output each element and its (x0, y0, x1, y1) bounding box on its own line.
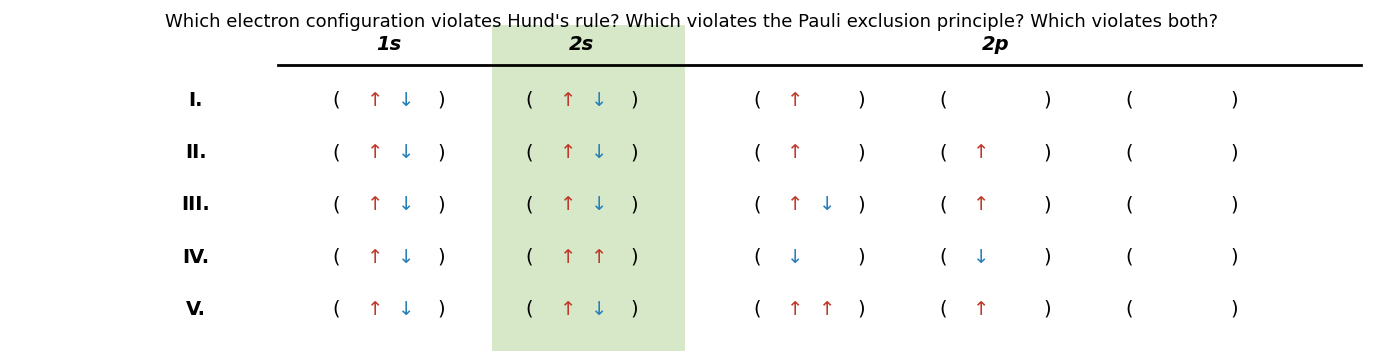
Text: ): ) (858, 195, 865, 215)
Text: ↑: ↑ (367, 300, 383, 319)
Text: ↑: ↑ (559, 300, 576, 319)
Text: ): ) (630, 195, 638, 215)
Text: ): ) (630, 143, 638, 162)
Text: ↓: ↓ (399, 248, 415, 267)
Text: 2p: 2p (981, 35, 1009, 54)
Text: (: ( (526, 300, 533, 319)
Text: ↓: ↓ (591, 195, 608, 215)
Text: 1s: 1s (376, 35, 401, 54)
Text: Which electron configuration violates Hund's rule? Which violates the Pauli excl: Which electron configuration violates Hu… (166, 13, 1218, 31)
Text: ): ) (858, 300, 865, 319)
Text: ): ) (1230, 143, 1237, 162)
Text: (: ( (753, 300, 761, 319)
Text: ↓: ↓ (819, 195, 836, 215)
Text: IV.: IV. (183, 248, 209, 267)
Text: (: ( (332, 143, 340, 162)
Text: ): ) (630, 91, 638, 110)
Text: ↓: ↓ (973, 248, 990, 267)
Text: ↑: ↑ (367, 143, 383, 162)
Text: ↓: ↓ (399, 300, 415, 319)
Text: ↑: ↑ (367, 91, 383, 110)
Text: ↑: ↑ (973, 300, 990, 319)
Text: ): ) (630, 300, 638, 319)
Text: (: ( (332, 195, 340, 215)
Text: (: ( (526, 195, 533, 215)
Text: ): ) (437, 143, 444, 162)
Text: (: ( (940, 248, 947, 267)
Text: ↓: ↓ (399, 91, 415, 110)
Text: V.: V. (185, 300, 206, 319)
Text: ↑: ↑ (367, 248, 383, 267)
Text: (: ( (940, 195, 947, 215)
Text: (: ( (526, 143, 533, 162)
Text: (: ( (1125, 143, 1132, 162)
Text: ): ) (437, 195, 444, 215)
Text: ): ) (1044, 195, 1052, 215)
Text: ↑: ↑ (559, 143, 576, 162)
Text: ↑: ↑ (973, 143, 990, 162)
Text: ): ) (1044, 91, 1052, 110)
Text: (: ( (526, 91, 533, 110)
Text: ): ) (1230, 248, 1237, 267)
Text: (: ( (1125, 91, 1132, 110)
Text: I.: I. (188, 91, 203, 110)
Text: ↓: ↓ (591, 300, 608, 319)
Text: ): ) (1230, 91, 1237, 110)
Text: ↓: ↓ (399, 143, 415, 162)
Text: ): ) (858, 91, 865, 110)
Text: ↓: ↓ (787, 248, 804, 267)
Text: (: ( (1125, 300, 1132, 319)
Text: (: ( (753, 91, 761, 110)
Text: ↑: ↑ (787, 300, 804, 319)
Text: ↑: ↑ (819, 300, 836, 319)
Text: (: ( (332, 91, 340, 110)
Text: 2s: 2s (569, 35, 594, 54)
Text: II.: II. (185, 143, 206, 162)
Text: ↑: ↑ (787, 91, 804, 110)
Text: ↓: ↓ (591, 143, 608, 162)
Text: ): ) (630, 248, 638, 267)
Text: (: ( (332, 300, 340, 319)
Text: ↑: ↑ (787, 195, 804, 215)
Text: (: ( (753, 143, 761, 162)
Text: ↓: ↓ (591, 91, 608, 110)
FancyBboxPatch shape (493, 25, 685, 351)
Text: ): ) (858, 143, 865, 162)
Text: ): ) (437, 91, 444, 110)
Text: (: ( (753, 195, 761, 215)
Text: ): ) (437, 248, 444, 267)
Text: ): ) (1044, 300, 1052, 319)
Text: ↑: ↑ (367, 195, 383, 215)
Text: III.: III. (181, 195, 210, 215)
Text: (: ( (753, 248, 761, 267)
Text: (: ( (1125, 195, 1132, 215)
Text: ): ) (1044, 143, 1052, 162)
Text: (: ( (940, 91, 947, 110)
Text: ↑: ↑ (559, 195, 576, 215)
Text: ↓: ↓ (399, 195, 415, 215)
Text: (: ( (940, 143, 947, 162)
Text: ): ) (1230, 300, 1237, 319)
Text: ↑: ↑ (787, 143, 804, 162)
Text: ): ) (858, 248, 865, 267)
Text: (: ( (940, 300, 947, 319)
Text: (: ( (332, 248, 340, 267)
Text: ): ) (1044, 248, 1052, 267)
Text: ↑: ↑ (559, 91, 576, 110)
Text: (: ( (1125, 248, 1132, 267)
Text: (: ( (526, 248, 533, 267)
Text: ↑: ↑ (559, 248, 576, 267)
Text: ): ) (1230, 195, 1237, 215)
Text: ↑: ↑ (591, 248, 608, 267)
Text: ↑: ↑ (973, 195, 990, 215)
Text: ): ) (437, 300, 444, 319)
